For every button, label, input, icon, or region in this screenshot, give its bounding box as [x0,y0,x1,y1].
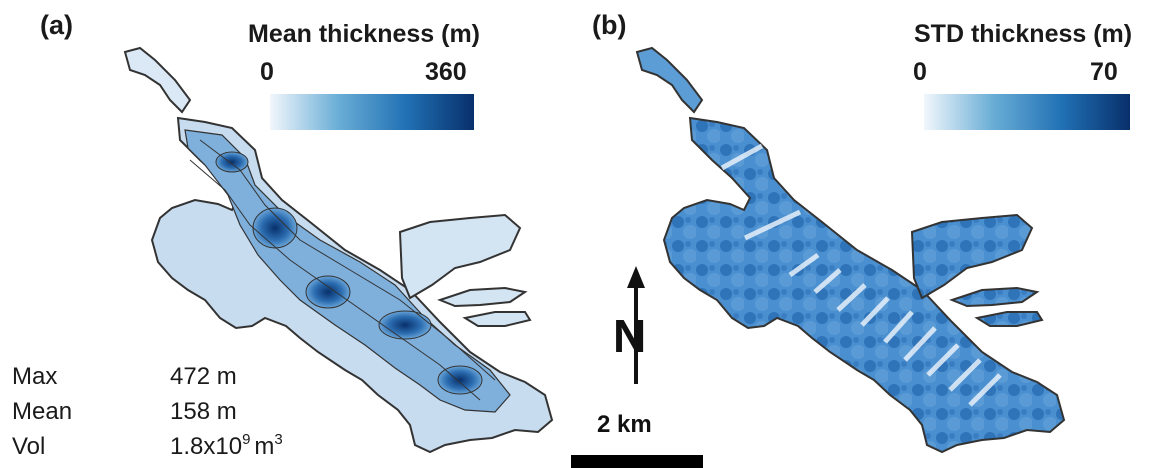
colorbar-b [924,94,1130,130]
colorbar-a-title: Mean thickness (m) [248,20,481,48]
stat-max-value: 472 m [170,363,237,390]
colorbar-a-min: 0 [260,58,274,86]
panel-a-label: (a) [40,10,73,40]
stat-max-label: Max [12,363,57,390]
scale-bar-label: 2 km [597,411,652,438]
panel-b-label: (b) [592,10,627,40]
colorbar-b-min: 0 [913,58,927,86]
stat-vol-value: 1.8x109 m3 [170,431,283,460]
colorbar-b-title: STD thickness (m) [914,20,1133,48]
colorbar-a-max: 360 [425,58,467,86]
north-arrow: N [613,266,646,384]
glacier-map-b [635,46,1066,454]
glacier-map-a [123,46,554,454]
colorbar-a [270,94,474,130]
stat-vol-label: Vol [12,433,45,460]
stat-mean-value: 158 m [170,398,237,425]
scale-bar [571,455,703,468]
stat-mean-label: Mean [12,398,72,425]
colorbar-b-max: 70 [1090,58,1118,86]
north-letter: N [613,310,646,362]
